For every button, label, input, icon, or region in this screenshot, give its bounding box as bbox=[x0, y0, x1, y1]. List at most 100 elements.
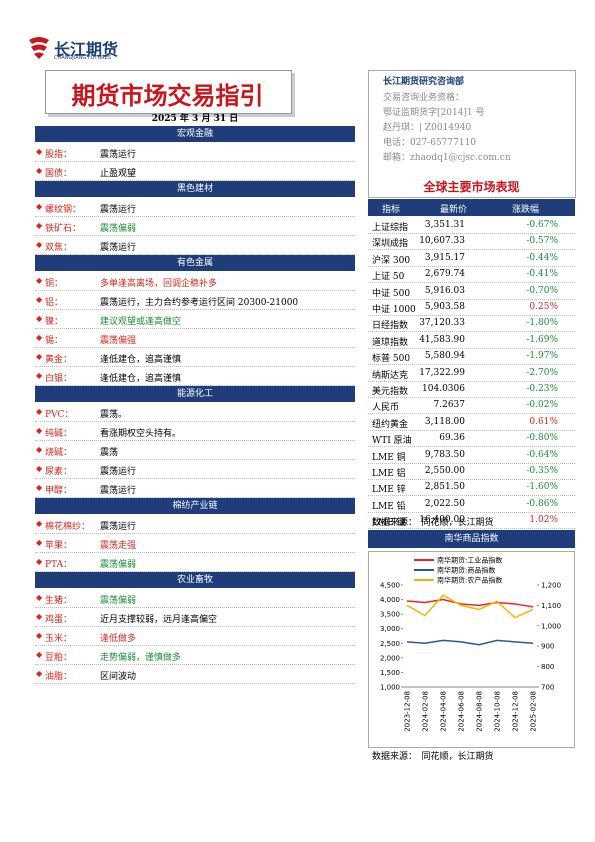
row-separator bbox=[368, 265, 575, 267]
row-separator bbox=[35, 478, 355, 479]
item-label: 甲醇： bbox=[45, 486, 73, 496]
row-change: -0.64% bbox=[526, 449, 558, 460]
row-price: 41,583.90 bbox=[419, 334, 465, 345]
logo-en: CHANGJIANG FUTURES bbox=[54, 55, 111, 61]
legend-label: 南华期货:工业品指数 bbox=[437, 556, 502, 565]
bullet: ◆ bbox=[36, 407, 43, 416]
item-text: 逢低做多 bbox=[100, 634, 137, 644]
nanhua-source: 数据来源： 同花顺，长江期货 bbox=[372, 752, 494, 762]
bullet: ◆ bbox=[36, 612, 43, 621]
bullet: ◆ bbox=[36, 333, 43, 342]
item-text: 震荡偏弱 bbox=[100, 596, 137, 606]
section-bar: 黑色建材 bbox=[35, 181, 355, 197]
row-name: 标普 500 bbox=[372, 354, 411, 365]
row-name: 上证 50 bbox=[372, 272, 405, 283]
y-tick-label: 1,000 bbox=[380, 684, 400, 692]
row-separator bbox=[368, 233, 575, 234]
y-tick-label: 4,000 bbox=[380, 596, 400, 604]
legend-label: 南华期货:农产品指数 bbox=[437, 576, 502, 585]
item-text: 多单逢高离场，回调企稳补多 bbox=[100, 279, 218, 289]
item-text: 震荡偏弱 bbox=[100, 560, 137, 570]
section-bar: 棉纺产业链 bbox=[35, 498, 355, 514]
row-price: 3,915.17 bbox=[424, 252, 465, 263]
item-text: 看涨期权空头持有。 bbox=[100, 429, 182, 439]
item-text: 震荡走强 bbox=[100, 541, 137, 551]
row-name: LME 铅 bbox=[372, 501, 406, 512]
row-separator bbox=[35, 552, 355, 553]
row-change: -1.97% bbox=[526, 351, 558, 362]
row-separator bbox=[368, 462, 575, 464]
y-tick-label: 2,500 bbox=[380, 640, 400, 648]
row-separator bbox=[35, 180, 355, 181]
item-text: 震荡运行 bbox=[100, 243, 137, 253]
row-separator bbox=[368, 347, 575, 349]
bullet: ◆ bbox=[36, 147, 43, 156]
row-change: -0.67% bbox=[526, 220, 558, 230]
row-price: 2,851.50 bbox=[424, 482, 465, 493]
item-label: 油脂： bbox=[45, 672, 73, 682]
row-price: 3,118.00 bbox=[424, 416, 465, 427]
row-separator bbox=[35, 533, 355, 534]
row-separator bbox=[368, 479, 575, 480]
row-change: -1.80% bbox=[526, 318, 558, 329]
item-label: 豆粕： bbox=[45, 653, 73, 663]
y2-tick-label: 800 bbox=[541, 663, 554, 671]
item-label: 镍： bbox=[45, 317, 64, 327]
row-separator bbox=[368, 282, 575, 284]
y-tick-label: 1,500 bbox=[380, 669, 400, 677]
y2-tick-label: 900 bbox=[541, 643, 554, 651]
bullet: ◆ bbox=[36, 202, 43, 211]
x-tick-label: 2024-08-08 bbox=[476, 691, 484, 732]
bullet: ◆ bbox=[36, 371, 43, 380]
item-text: 震荡偏强 bbox=[100, 336, 137, 346]
row-change: -0.80% bbox=[526, 433, 558, 444]
item-text: 震荡运行 bbox=[100, 467, 137, 477]
item-label: 玉米： bbox=[45, 634, 73, 644]
row-name: 上证综指 bbox=[372, 223, 409, 233]
item-label: 锡： bbox=[45, 336, 64, 346]
row-price: 17,322.99 bbox=[419, 367, 465, 378]
bullet: ◆ bbox=[36, 557, 43, 566]
bullet: ◆ bbox=[36, 221, 43, 230]
section-bar: 宏观金融 bbox=[35, 126, 355, 142]
row-change: 1.02% bbox=[529, 515, 558, 526]
row-name: LME 锌 bbox=[372, 485, 406, 496]
contact-org: 长江期货研究咨询部 bbox=[383, 77, 465, 87]
row-price: 2,022.50 bbox=[424, 498, 465, 509]
row-name: LME 铝 bbox=[372, 469, 406, 479]
row-separator bbox=[35, 664, 355, 665]
row-name: 中证 1000 bbox=[372, 305, 416, 315]
chart: 4,500 4,000 3,500 3,000 2,500 2,000 1,500 1,000… bbox=[368, 551, 575, 748]
legend-label: 南华期货:商品指数 bbox=[437, 566, 495, 575]
item-text: 震荡运行 bbox=[100, 150, 137, 160]
row-change: -2.70% bbox=[526, 367, 558, 378]
y2-tick-label: 1,200 bbox=[541, 582, 561, 590]
item-text: 区间波动 bbox=[100, 672, 137, 682]
item-label: 国债： bbox=[45, 169, 73, 179]
item-label: 铝： bbox=[45, 298, 64, 308]
bullet: ◆ bbox=[36, 166, 43, 175]
item-text: 震荡运行 bbox=[100, 205, 137, 215]
contact-line: 交易咨询业务资格： bbox=[383, 93, 465, 103]
row-price: 7.2637 bbox=[433, 400, 466, 411]
bullet: ◆ bbox=[36, 314, 43, 323]
row-change: -0.41% bbox=[526, 269, 558, 280]
row-change: -1.69% bbox=[526, 334, 558, 345]
bullet: ◆ bbox=[36, 538, 43, 547]
nanhua-title: 南华商品指数 bbox=[368, 530, 575, 548]
row-name: 道琼指数 bbox=[372, 337, 409, 348]
item-text: 逢低建仓，追高谨慎 bbox=[100, 355, 182, 365]
section-bar: 农业畜牧 bbox=[35, 572, 355, 588]
row-price: 5,916.03 bbox=[424, 285, 465, 296]
row-separator bbox=[368, 495, 575, 497]
row-separator bbox=[35, 309, 355, 310]
bullet: ◆ bbox=[36, 445, 43, 454]
row-separator bbox=[368, 331, 575, 333]
series-line bbox=[406, 639, 534, 646]
contact-line: 电话：027-65777110 bbox=[383, 138, 477, 148]
item-text: 震荡运行 bbox=[100, 522, 137, 532]
row-change: -0.70% bbox=[526, 285, 558, 296]
row-separator bbox=[35, 385, 355, 386]
row-separator bbox=[35, 607, 355, 608]
